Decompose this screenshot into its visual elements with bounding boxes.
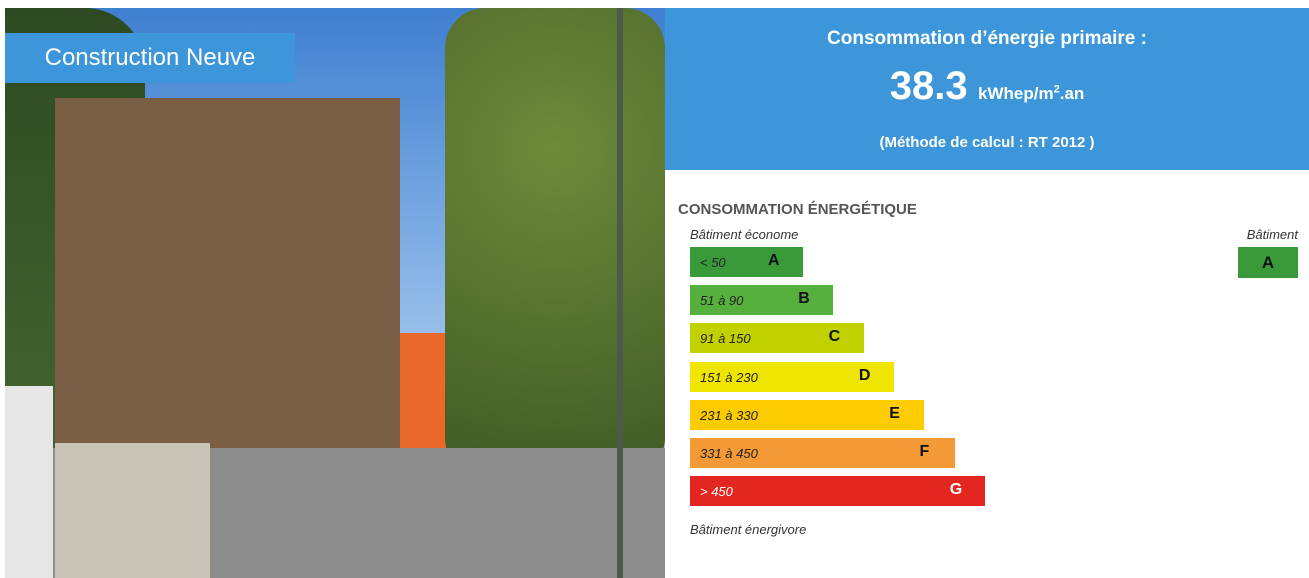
class-letter: B [798,290,810,308]
header-unit: kWhep/m2.an [978,84,1084,103]
label-title: CONSOMMATION ÉNERGÉTIQUE [678,201,917,218]
header-method: (Méthode de calcul : RT 2012 ) [665,134,1309,151]
class-range: 331 à 450 [700,446,758,461]
building [55,98,400,458]
trees [445,8,665,478]
bottom-note: Bâtiment énergivore [690,522,806,537]
class-bar [690,476,985,506]
class-range: > 450 [700,484,733,499]
building-caption: Bâtiment [1247,227,1298,242]
header-title: Consommation d’énergie primaire : [665,28,1309,50]
class-range: < 50 [700,255,726,270]
pole [617,8,623,578]
energy-header: Consommation d’énergie primaire : 38.3 k… [665,8,1309,170]
class-letter: C [829,328,841,346]
class-letter: F [920,443,930,461]
top-note: Bâtiment économe [690,227,798,242]
building-class: A [1238,247,1298,278]
class-letter: E [889,405,900,423]
class-letter: A [768,252,780,270]
class-range: 231 à 330 [700,408,758,423]
building-photo [5,8,665,578]
page: Construction Neuve Consommation d’énergi… [0,0,1309,578]
unit-suffix: .an [1060,84,1085,103]
unit-prefix: kWhep/m [978,84,1054,103]
class-range: 151 à 230 [700,370,758,385]
class-letter: D [859,367,871,385]
class-range: 51 à 90 [700,293,743,308]
wall [55,443,210,578]
class-range: 91 à 150 [700,331,751,346]
header-value-line: 38.3 kWhep/m2.an [665,64,1309,109]
wall-left [5,386,53,578]
class-letter: G [950,481,962,499]
badge: Construction Neuve [5,33,295,83]
header-value: 38.3 [890,64,968,108]
